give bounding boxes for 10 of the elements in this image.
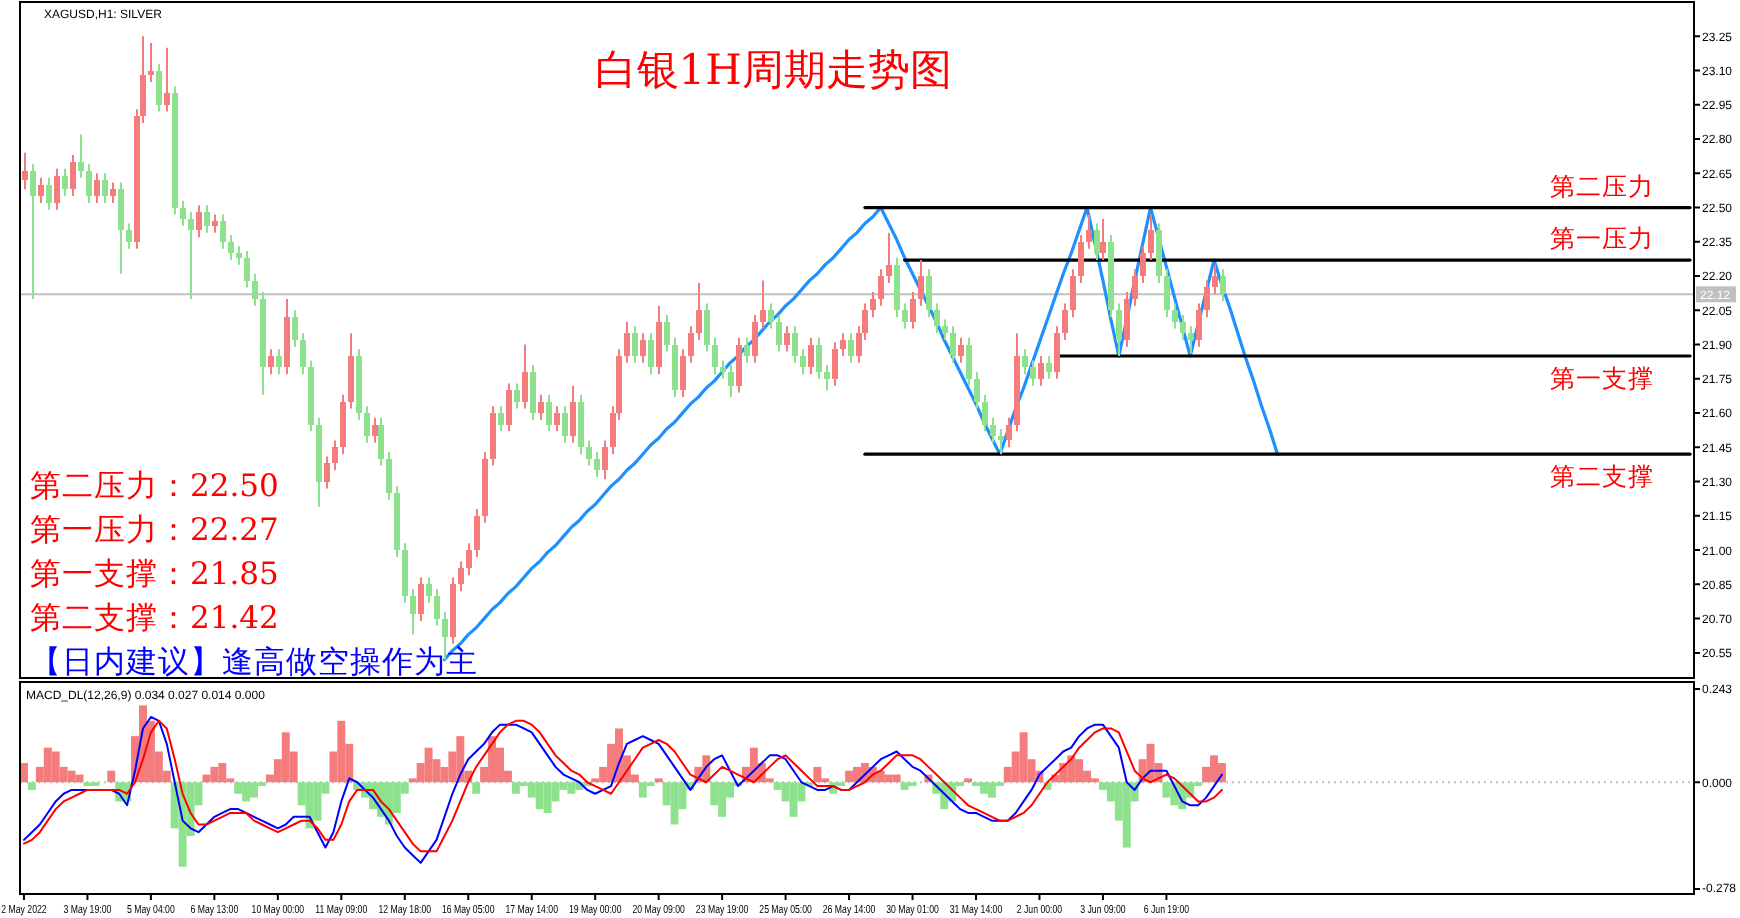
annotation: 【日内建议】逢高做空操作为主 bbox=[30, 644, 478, 680]
legend-label: 第一支撑 bbox=[1550, 362, 1655, 393]
legend-label: 第一压力 bbox=[1550, 223, 1655, 254]
annotation: 第二压力：22.50 bbox=[30, 468, 279, 504]
annotation: 第二支撑：21.42 bbox=[30, 600, 279, 636]
annotation: 第一压力：22.27 bbox=[30, 512, 279, 548]
annotation: 第一支撑：21.85 bbox=[30, 556, 279, 592]
legend-label: 第二支撑 bbox=[1550, 461, 1655, 492]
legend-label: 第二压力 bbox=[1550, 170, 1655, 201]
text: 白银1H周期走势图 bbox=[594, 46, 952, 94]
